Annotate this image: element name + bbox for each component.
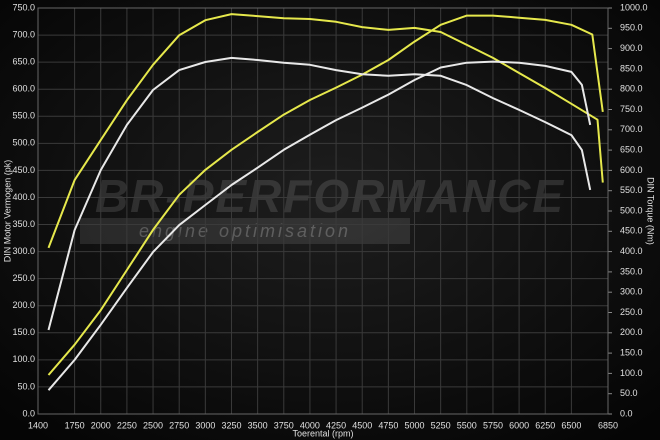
y-tick-label: 650.0 (12, 57, 35, 67)
y-tick-label: 150.0 (12, 327, 35, 337)
x-tick-label: 6250 (535, 420, 555, 430)
x-tick-label: 4500 (352, 420, 372, 430)
series-line (47, 13, 604, 249)
x-tick-label: 2750 (169, 420, 189, 430)
y2-axis-label: DIN Torque (Nm) (646, 177, 656, 245)
x-tick-label: 1750 (65, 420, 85, 430)
y-tick-label: 0.0 (22, 408, 35, 418)
x-axis-label: Toerental (rpm) (292, 428, 353, 438)
watermark-brand: BR-PERFORMANCE (95, 170, 565, 222)
x-tick-label: 3000 (195, 420, 215, 430)
y2-tick-label: 300.0 (620, 287, 643, 297)
plot-frame (37, 7, 609, 415)
y-tick-label: 550.0 (12, 111, 35, 121)
y2-tick-label: 700.0 (620, 124, 643, 134)
x-tick-label: 5500 (457, 420, 477, 430)
y2-tick-label: 0.0 (620, 408, 633, 418)
y2-tick-label: 650.0 (620, 144, 643, 154)
series-line (47, 14, 604, 376)
y-tick-label: 350.0 (12, 219, 35, 229)
y-tick-label: 700.0 (12, 29, 35, 39)
y-tick-label: 450.0 (12, 165, 35, 175)
x-tick-label: 6850 (598, 420, 618, 430)
y2-tick-label: 550.0 (620, 185, 643, 195)
y2-tick-label: 100.0 (620, 368, 643, 378)
x-tick-label: 2000 (91, 420, 111, 430)
x-tick-label: 6500 (561, 420, 581, 430)
x-tick-label: 1400 (28, 420, 48, 430)
y2-tick-label: 850.0 (620, 63, 643, 73)
x-tick-label: 2250 (117, 420, 137, 430)
y2-tick-label: 800.0 (620, 84, 643, 94)
y-tick-label: 750.0 (12, 2, 35, 12)
y2-tick-label: 50.0 (620, 388, 638, 398)
y-tick-label: 300.0 (12, 246, 35, 256)
x-tick-label: 3500 (248, 420, 268, 430)
x-tick-label: 6000 (509, 420, 529, 430)
x-tick-label: 4250 (326, 420, 346, 430)
watermark-band (80, 218, 410, 244)
x-tick-label: 5750 (483, 420, 503, 430)
y-tick-label: 100.0 (12, 354, 35, 364)
y-tick-label: 400.0 (12, 192, 35, 202)
x-tick-label: 4000 (300, 420, 320, 430)
y2-tick-label: 900.0 (620, 43, 643, 53)
y2-tick-label: 1000.0 (620, 2, 648, 12)
x-tick-label: 3250 (221, 420, 241, 430)
y-tick-label: 200.0 (12, 300, 35, 310)
y-axis-label: DIN Motor Vermogen (pk) (2, 160, 12, 263)
watermark-tagline: engine optimisation (139, 221, 351, 241)
y-tick-label: 50.0 (17, 381, 35, 391)
y2-tick-label: 500.0 (620, 205, 643, 215)
y2-tick-label: 200.0 (620, 327, 643, 337)
y2-tick-label: 750.0 (620, 104, 643, 114)
x-tick-label: 4750 (378, 420, 398, 430)
x-tick-label: 3750 (274, 420, 294, 430)
x-tick-label: 5000 (404, 420, 424, 430)
y-tick-label: 250.0 (12, 273, 35, 283)
x-tick-label: 2500 (143, 420, 163, 430)
y2-tick-label: 350.0 (620, 266, 643, 276)
series-line (47, 56, 592, 331)
y2-tick-label: 400.0 (620, 246, 643, 256)
x-tick-label: 5250 (431, 420, 451, 430)
y-tick-label: 500.0 (12, 138, 35, 148)
y-tick-label: 600.0 (12, 84, 35, 94)
y2-tick-label: 250.0 (620, 307, 643, 317)
y2-tick-label: 950.0 (620, 23, 643, 33)
y2-tick-label: 450.0 (620, 226, 643, 236)
series-line (47, 60, 592, 391)
y2-tick-label: 150.0 (620, 347, 643, 357)
y2-tick-label: 600.0 (620, 165, 643, 175)
